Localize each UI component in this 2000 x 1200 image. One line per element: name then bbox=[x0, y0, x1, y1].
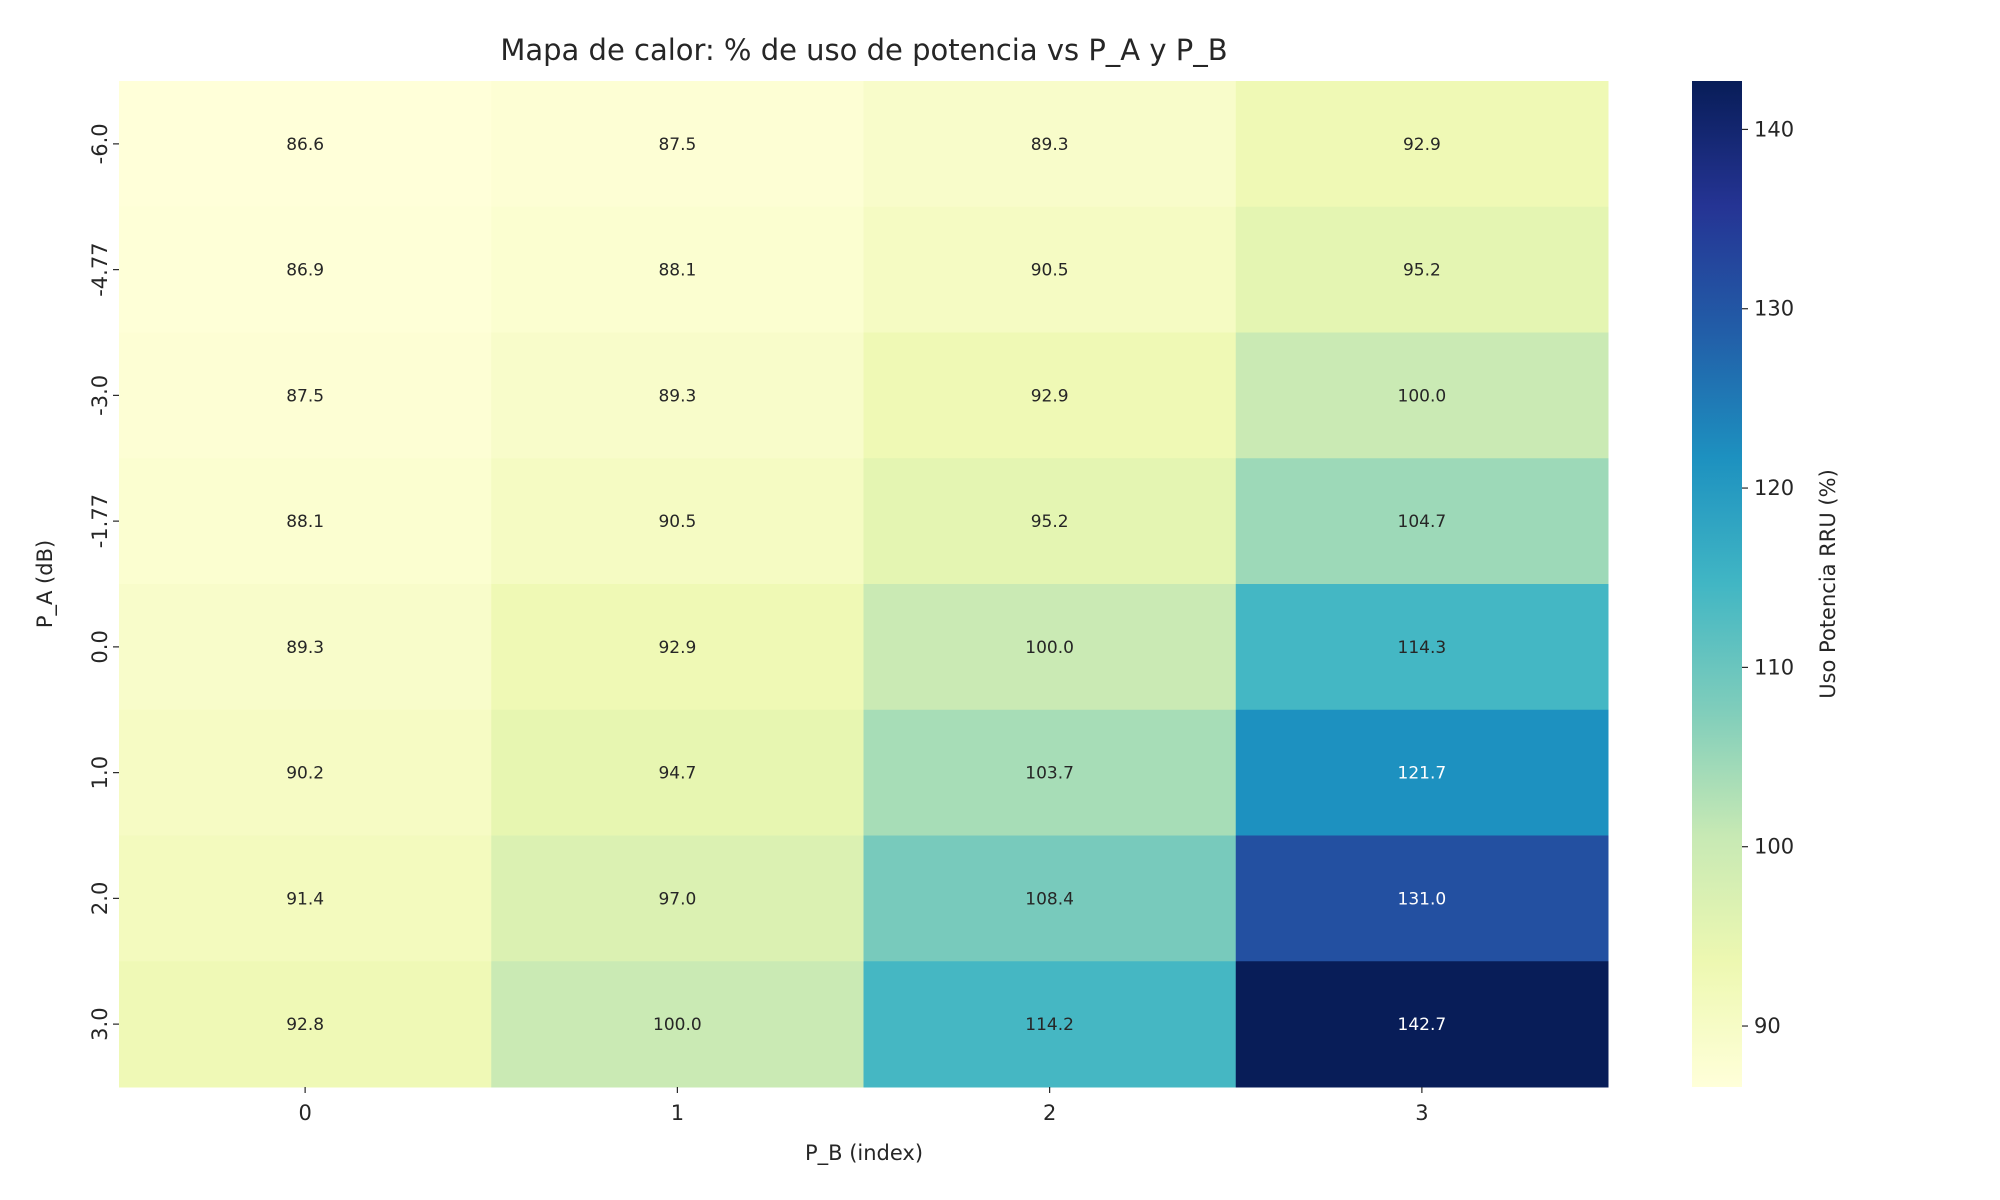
y-tick-label: -1.77 bbox=[88, 494, 112, 548]
heatmap-cell bbox=[491, 81, 864, 208]
heatmap-cell bbox=[491, 206, 864, 333]
y-tick-label: -3.0 bbox=[88, 375, 112, 416]
heatmap-cell bbox=[1235, 332, 1609, 459]
heatmap-cell bbox=[863, 835, 1237, 962]
cell-label: 114.3 bbox=[1398, 638, 1447, 658]
cell-label: 90.5 bbox=[1031, 261, 1069, 281]
cell-label: 86.9 bbox=[286, 261, 324, 281]
x-tick-label: 1 bbox=[671, 1101, 684, 1125]
cell-label: 114.2 bbox=[1025, 1015, 1074, 1035]
cell-label: 95.2 bbox=[1403, 261, 1441, 281]
heatmap-cell bbox=[119, 709, 492, 836]
colorbar-tick-label: 110 bbox=[1754, 655, 1794, 679]
cell-label: 91.4 bbox=[286, 889, 324, 909]
cell-label: 89.3 bbox=[1031, 135, 1069, 155]
heatmap-cell bbox=[491, 458, 864, 585]
cell-label: 88.1 bbox=[658, 261, 696, 281]
heatmap-cell bbox=[1235, 709, 1609, 836]
colorbar-label: Uso Potencia RRU (%) bbox=[1816, 469, 1840, 699]
y-axis-ticks: -6.0 -4.77 -3.0 -1.77 0.0 1.0 2.0 3.0 bbox=[88, 123, 119, 1041]
cell-label: 92.9 bbox=[658, 638, 696, 658]
cell-label: 103.7 bbox=[1025, 764, 1074, 784]
cell-label: 87.5 bbox=[286, 386, 324, 406]
y-tick-label: -6.0 bbox=[88, 123, 112, 164]
x-axis-ticks: 0 1 2 3 bbox=[298, 1087, 1429, 1125]
heatmap-cell bbox=[491, 835, 864, 962]
x-tick-label: 3 bbox=[1415, 1101, 1428, 1125]
heatmap-cell bbox=[119, 458, 492, 585]
heatmap-cell bbox=[491, 332, 864, 459]
cell-label: 90.5 bbox=[658, 512, 696, 532]
y-tick-label: 0.0 bbox=[88, 630, 112, 663]
y-tick-label: 3.0 bbox=[88, 1007, 112, 1040]
cell-label: 90.2 bbox=[286, 764, 324, 784]
heatmap-cell bbox=[491, 584, 864, 711]
heatmap-cell bbox=[119, 584, 492, 711]
cell-label: 89.3 bbox=[286, 638, 324, 658]
x-tick-label: 2 bbox=[1043, 1101, 1056, 1125]
cell-label: 95.2 bbox=[1031, 512, 1069, 532]
heatmap-cells: 86.6 87.5 89.3 92.9 86.9 88.1 90.5 95.2 87.5 89.3… bbox=[119, 81, 1609, 1088]
heatmap-cell bbox=[1235, 584, 1609, 711]
heatmap-cell bbox=[1235, 206, 1609, 333]
y-tick-label: -4.77 bbox=[88, 242, 112, 296]
chart-title: Mapa de calor: % de uso de potencia vs P… bbox=[500, 33, 1227, 67]
heatmap-cell bbox=[119, 81, 492, 208]
heatmap-cell bbox=[863, 81, 1237, 208]
heatmap-cell bbox=[1235, 961, 1609, 1088]
colorbar-tick-label: 140 bbox=[1754, 117, 1794, 141]
cell-label: 89.3 bbox=[658, 386, 696, 406]
colorbar-ticks: 90 100 110 120 130 140 bbox=[1742, 117, 1794, 1038]
x-axis-label: P_B (index) bbox=[805, 1141, 923, 1166]
heatmap-cell bbox=[863, 709, 1237, 836]
cell-label: 121.7 bbox=[1398, 764, 1447, 784]
heatmap-cell bbox=[491, 709, 864, 836]
heatmap-cell bbox=[863, 584, 1237, 711]
colorbar-tick-label: 90 bbox=[1754, 1014, 1781, 1038]
colorbar-tick-label: 100 bbox=[1754, 835, 1794, 859]
colorbar-tick-label: 130 bbox=[1754, 297, 1794, 321]
colorbar bbox=[1692, 81, 1742, 1087]
heatmap-cell bbox=[119, 961, 492, 1088]
cell-label: 97.0 bbox=[658, 889, 696, 909]
y-tick-label: 2.0 bbox=[88, 882, 112, 915]
cell-label: 142.7 bbox=[1398, 1015, 1447, 1035]
colorbar-tick-label: 120 bbox=[1754, 476, 1794, 500]
heatmap-cell bbox=[491, 961, 864, 1088]
heatmap-cell bbox=[863, 961, 1237, 1088]
cell-label: 92.9 bbox=[1031, 386, 1069, 406]
cell-label: 100.0 bbox=[1025, 638, 1074, 658]
cell-label: 88.1 bbox=[286, 512, 324, 532]
cell-label: 100.0 bbox=[653, 1015, 702, 1035]
cell-label: 104.7 bbox=[1398, 512, 1447, 532]
heatmap-cell bbox=[1235, 81, 1609, 208]
heatmap-cell bbox=[119, 332, 492, 459]
cell-label: 92.8 bbox=[286, 1015, 324, 1035]
heatmap-cell bbox=[1235, 458, 1609, 585]
cell-label: 131.0 bbox=[1398, 889, 1447, 909]
cell-label: 86.6 bbox=[286, 135, 324, 155]
heatmap-cell bbox=[863, 332, 1237, 459]
heatmap-cell bbox=[863, 458, 1237, 585]
cell-label: 94.7 bbox=[658, 764, 696, 784]
cell-label: 108.4 bbox=[1025, 889, 1074, 909]
y-tick-label: 1.0 bbox=[88, 756, 112, 789]
cell-label: 100.0 bbox=[1398, 386, 1447, 406]
y-axis-label: P_A (dB) bbox=[33, 540, 58, 628]
cell-label: 92.9 bbox=[1403, 135, 1441, 155]
cell-label: 87.5 bbox=[658, 135, 696, 155]
x-tick-label: 0 bbox=[298, 1101, 311, 1125]
heatmap-cell bbox=[119, 206, 492, 333]
heatmap-cell bbox=[119, 835, 492, 962]
heatmap-cell bbox=[1235, 835, 1609, 962]
heatmap-cell bbox=[863, 206, 1237, 333]
